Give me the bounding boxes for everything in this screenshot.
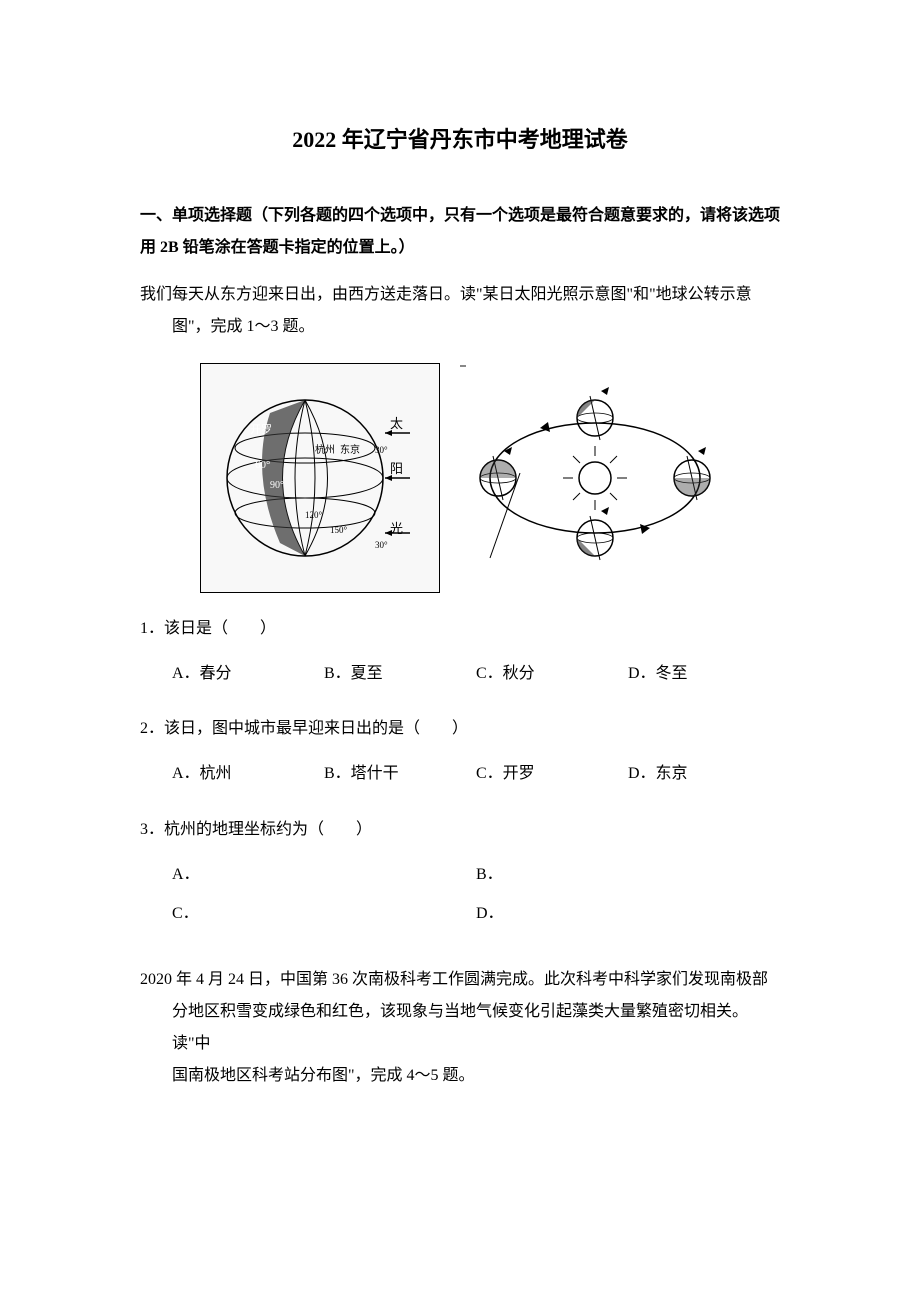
marker-dot xyxy=(460,365,466,367)
globe-svg: 开罗 60° 90° 杭州 东京 太 阳 光 30° 30° 120° 150° xyxy=(210,373,430,583)
q2-option-b: B．塔什干 xyxy=(324,760,476,789)
svg-text:太: 太 xyxy=(390,416,403,431)
svg-text:90°: 90° xyxy=(270,480,284,491)
q1-option-b: B．夏至 xyxy=(324,660,476,689)
question-3-stem: 3．杭州的地理坐标约为（ ） xyxy=(140,814,780,846)
svg-text:30°: 30° xyxy=(375,540,388,550)
orbit-diagram xyxy=(470,373,720,583)
svg-text:120°: 120° xyxy=(305,510,323,520)
passage-1: 我们每天从东方迎来日出，由西方送走落日。读"某日太阳光照示意图"和"地球公转示意… xyxy=(140,279,780,343)
q2-option-c: C．开罗 xyxy=(476,760,628,789)
figure-1-container: 开罗 60° 90° 杭州 东京 太 阳 光 30° 30° 120° 150° xyxy=(140,363,780,593)
passage-2-line1: 2020 年 4 月 24 日，中国第 36 次南极科考工作圆满完成。此次科考中… xyxy=(140,971,768,988)
question-1-options: A．春分 B．夏至 C．秋分 D．冬至 xyxy=(140,660,780,689)
question-2-stem: 2．该日，图中城市最早迎来日出的是（ ） xyxy=(140,713,780,745)
q2-option-a: A．杭州 xyxy=(172,760,324,789)
question-1-stem: 1．该日是（ ） xyxy=(140,613,780,645)
svg-text:30°: 30° xyxy=(375,445,388,455)
passage-2: 2020 年 4 月 24 日，中国第 36 次南极科考工作圆满完成。此次科考中… xyxy=(140,964,780,1092)
passage-1-line2: 图"，完成 1～3 题。 xyxy=(140,311,780,343)
exam-title: 2022 年辽宁省丹东市中考地理试卷 xyxy=(140,120,780,160)
q1-option-d: D．冬至 xyxy=(628,660,780,689)
q3-option-a: A． xyxy=(172,861,476,890)
q1-option-a: A．春分 xyxy=(172,660,324,689)
svg-text:60°: 60° xyxy=(255,459,270,471)
q3-option-c: C． xyxy=(172,900,476,929)
passage-2-line3: 国南极地区科考站分布图"，完成 4～5 题。 xyxy=(140,1060,780,1092)
svg-text:阳: 阳 xyxy=(390,461,403,476)
svg-text:东京: 东京 xyxy=(340,443,360,456)
svg-text:开罗: 开罗 xyxy=(250,423,272,436)
svg-text:150°: 150° xyxy=(330,525,348,535)
passage-1-line1: 我们每天从东方迎来日出，由西方送走落日。读"某日太阳光照示意图"和"地球公转示意 xyxy=(140,286,752,303)
svg-text:杭州: 杭州 xyxy=(315,443,335,456)
globe-diagram: 开罗 60° 90° 杭州 东京 太 阳 光 30° 30° 120° 150° xyxy=(200,363,440,593)
passage-2-line2: 分地区积雪变成绿色和红色，该现象与当地气候变化引起藻类大量繁殖密切相关。读"中 xyxy=(140,996,780,1060)
question-2-options: A．杭州 B．塔什干 C．开罗 D．东京 xyxy=(140,760,780,789)
orbit-svg xyxy=(470,378,720,578)
q1-option-c: C．秋分 xyxy=(476,660,628,689)
q3-option-b: B． xyxy=(476,861,780,890)
question-3-options: A． B． C． D． xyxy=(140,861,780,939)
section-heading: 一、单项选择题（下列各题的四个选项中，只有一个选项是最符合题意要求的，请将该选项… xyxy=(140,200,780,264)
q2-option-d: D．东京 xyxy=(628,760,780,789)
q3-option-d: D． xyxy=(476,900,780,929)
